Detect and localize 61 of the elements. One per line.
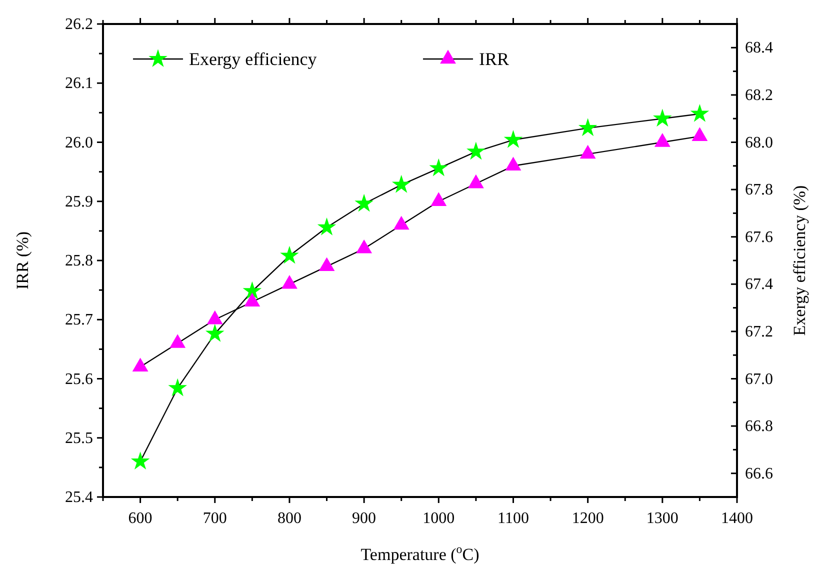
y-tick-label: 26.2 xyxy=(65,16,93,33)
point xyxy=(692,127,708,141)
y-tick-label: 25.5 xyxy=(65,430,93,447)
x-tick-label: 1200 xyxy=(572,510,604,527)
point xyxy=(170,334,186,348)
point xyxy=(206,310,223,324)
point xyxy=(392,174,411,193)
point xyxy=(468,174,484,188)
point xyxy=(205,324,224,342)
x-tick-label: 600 xyxy=(128,510,152,527)
x-tick-label: 700 xyxy=(202,510,227,527)
point xyxy=(354,194,374,212)
x-axis-title: Temperature ($^{o}$C) xyxy=(360,542,480,564)
y-tick-label: 25.6 xyxy=(65,370,93,388)
point xyxy=(505,156,522,170)
legend-label: IRR xyxy=(479,49,510,69)
point xyxy=(393,216,410,230)
y2-tick-label: 68.4 xyxy=(745,40,773,57)
y2-tick-label: 67.2 xyxy=(745,323,773,340)
legend-label: Exergy efficiency xyxy=(189,49,317,69)
x-tick-label: 1300 xyxy=(646,510,678,527)
point xyxy=(244,292,260,306)
point xyxy=(654,133,670,147)
point xyxy=(430,192,447,206)
point xyxy=(653,108,672,127)
y2-tick-label: 67.6 xyxy=(745,228,773,246)
point xyxy=(504,130,523,148)
y2-tick-label: 68.2 xyxy=(745,86,773,104)
x-tick-label: 1100 xyxy=(498,510,529,527)
y-tick-label: 25.9 xyxy=(65,193,93,210)
point xyxy=(318,257,335,272)
point xyxy=(580,144,596,159)
point xyxy=(317,217,336,236)
y-tick-label: 25.4 xyxy=(65,489,93,506)
point xyxy=(132,358,148,372)
x-tick-label: 1400 xyxy=(721,510,753,527)
point xyxy=(280,246,299,264)
y2-tick-label: 66.6 xyxy=(745,465,773,482)
point xyxy=(282,274,298,289)
y2-tick-label: 67.0 xyxy=(745,370,773,388)
x-tick-label: 900 xyxy=(352,510,376,527)
point xyxy=(690,104,710,122)
point xyxy=(466,142,486,160)
y2-axis-title: Exergy efficiency (%) xyxy=(790,185,809,336)
point xyxy=(242,281,262,300)
point xyxy=(429,158,448,176)
point xyxy=(168,378,187,396)
point xyxy=(578,118,598,136)
y-tick-label: 26.0 xyxy=(65,134,93,152)
y-axis-title: IRR (%) xyxy=(13,231,32,290)
point xyxy=(130,452,150,470)
x-tick-label: 1000 xyxy=(422,510,455,527)
y2-tick-label: 67.4 xyxy=(745,276,773,294)
y-tick-label: 25.8 xyxy=(65,252,93,270)
x-tick-label: 800 xyxy=(277,510,302,527)
y2-tick-label: 66.8 xyxy=(745,418,773,436)
y-tick-label: 25.7 xyxy=(65,312,93,329)
y-tick-label: 26.1 xyxy=(65,75,93,92)
y2-tick-label: 68.0 xyxy=(745,134,773,152)
y2-tick-label: 67.8 xyxy=(745,182,773,199)
point xyxy=(356,239,372,254)
